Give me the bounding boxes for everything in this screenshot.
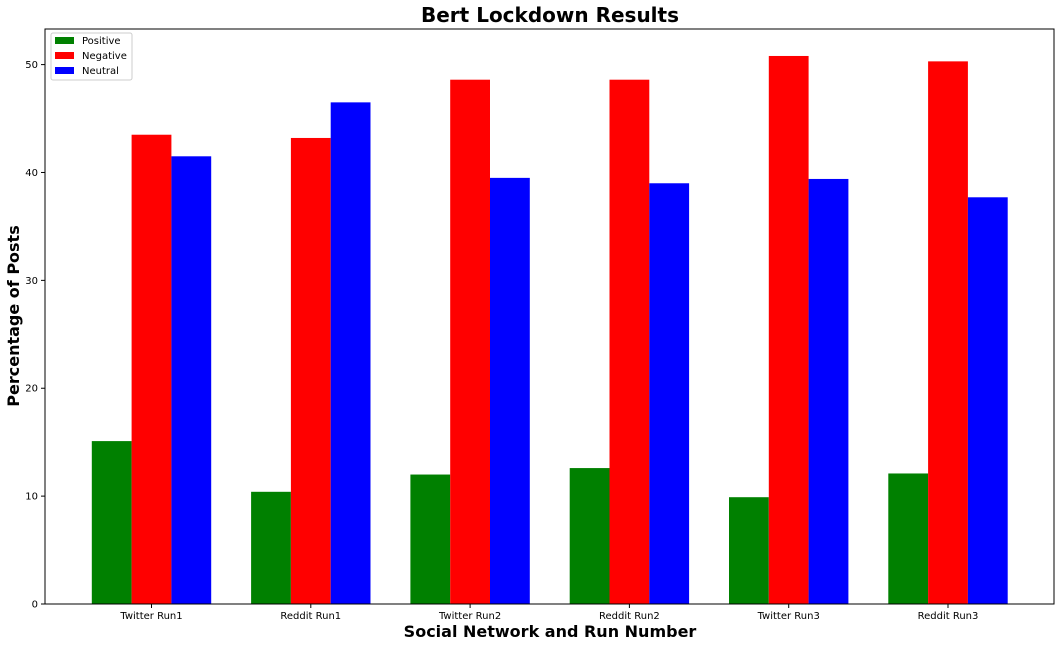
legend-label-negative: Negative: [82, 51, 127, 62]
bar-negative-twitter-run1: [131, 134, 172, 604]
x-tick-label: Twitter Run1: [119, 611, 182, 622]
bar-positive-reddit-run3: [888, 473, 929, 604]
y-tick-label: 0: [32, 600, 38, 611]
legend-swatch-neutral: [55, 67, 74, 74]
y-tick-label: 30: [25, 276, 38, 287]
bar-positive-twitter-run1: [91, 441, 132, 604]
legend-swatch-negative: [55, 52, 74, 59]
bar-negative-reddit-run1: [290, 137, 331, 604]
bar-neutral-reddit-run3: [967, 197, 1008, 605]
legend-label-neutral: Neutral: [82, 66, 119, 77]
bar-neutral-reddit-run1: [330, 102, 371, 605]
plot-area: 0 10 20 30 40 50 Twitter Run1 Reddit Run1 Twitte…: [25, 28, 1055, 622]
chart-title: Bert Lockdown Results: [421, 3, 679, 27]
bar-positive-reddit-run2: [569, 468, 610, 604]
y-tick-label: 20: [25, 384, 38, 395]
bar-neutral-twitter-run3: [808, 178, 849, 604]
bar-neutral-twitter-run1: [171, 156, 212, 605]
x-tick-label: Reddit Run2: [599, 611, 660, 622]
bar-negative-reddit-run2: [609, 79, 650, 604]
bar-negative-reddit-run3: [928, 61, 968, 605]
x-tick-label: Reddit Run3: [918, 611, 979, 622]
legend: Positive Negative Neutral: [50, 32, 133, 81]
bar-positive-twitter-run2: [410, 474, 451, 604]
legend-swatch-positive: [55, 37, 74, 44]
x-axis-label: Social Network and Run Number: [404, 622, 697, 641]
bar-positive-twitter-run3: [729, 497, 769, 604]
legend-label-positive: Positive: [82, 36, 121, 47]
bar-positive-reddit-run1: [251, 491, 291, 604]
y-axis-label: Percentage of Posts: [4, 225, 23, 406]
bar-neutral-reddit-run2: [649, 183, 690, 604]
x-tick-label: Reddit Run1: [280, 611, 341, 622]
bar-neutral-twitter-run2: [490, 177, 530, 604]
bar-negative-twitter-run2: [450, 79, 490, 604]
bar-negative-twitter-run3: [768, 55, 809, 605]
y-tick-label: 40: [25, 168, 38, 179]
axes-frame: [44, 28, 1055, 605]
x-tick-label: Twitter Run2: [438, 611, 501, 622]
y-tick-label: 50: [25, 60, 38, 71]
x-tick-label: Twitter Run3: [757, 611, 820, 622]
y-tick-label: 10: [25, 492, 38, 503]
